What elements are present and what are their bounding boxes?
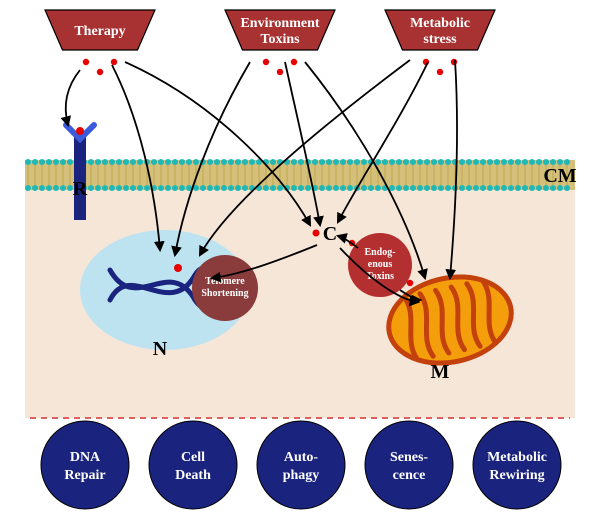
outcome-senesc: Senes-cence [365, 421, 453, 509]
outcome-label: Cell [181, 450, 205, 465]
source-label: Metabolic [410, 16, 470, 31]
nucleus-label: N [153, 338, 168, 360]
outcome-metrew: Metabolic Rewiring [473, 421, 561, 509]
arrow [66, 70, 80, 125]
outcome-label: phagy [283, 468, 320, 483]
outcome-label: Auto- [284, 450, 319, 465]
outcome-autophagy: Auto-phagy [257, 421, 345, 509]
outcome-label: DNA [70, 450, 101, 465]
dot [83, 59, 89, 65]
receptor-label: R [73, 178, 88, 200]
dot [111, 59, 117, 65]
dot [451, 59, 457, 65]
dot [313, 230, 320, 237]
dot [97, 69, 103, 75]
outcome-label: Repair [64, 468, 105, 483]
endotox-label: enous [368, 259, 393, 270]
source-label: Environment [240, 16, 319, 31]
dot [291, 59, 297, 65]
telomere-label: Shortening [201, 288, 248, 299]
source-therapy: Therapy [45, 10, 155, 75]
dot [263, 59, 269, 65]
outcome-label: Death [175, 468, 211, 483]
outcome-label: Metabolic [487, 450, 547, 465]
membrane-label: CM [543, 165, 576, 187]
telomere-label: Telomere [205, 276, 245, 287]
source-label: stress [423, 32, 457, 47]
dot [277, 69, 283, 75]
outcome-dnarepair: DNA Repair [41, 421, 129, 509]
outcome-label: cence [393, 468, 426, 483]
mito-label: M [431, 361, 450, 383]
outcome-celldeath: Cell Death [149, 421, 237, 509]
cytoplasm-label: C [323, 223, 337, 245]
outcome-label: Rewiring [489, 468, 544, 483]
diagram-canvas: CM R TelomereShortening N M Endog-enous Toxins… [0, 0, 600, 515]
endotox-label: Endog- [364, 247, 395, 258]
outcome-label: Senes- [390, 450, 428, 465]
source-envtox: EnvironmentToxins [225, 10, 335, 75]
dot [437, 69, 443, 75]
cell-membrane: CM [25, 159, 577, 191]
source-label: Toxins [260, 32, 300, 47]
source-label: Therapy [74, 24, 125, 39]
